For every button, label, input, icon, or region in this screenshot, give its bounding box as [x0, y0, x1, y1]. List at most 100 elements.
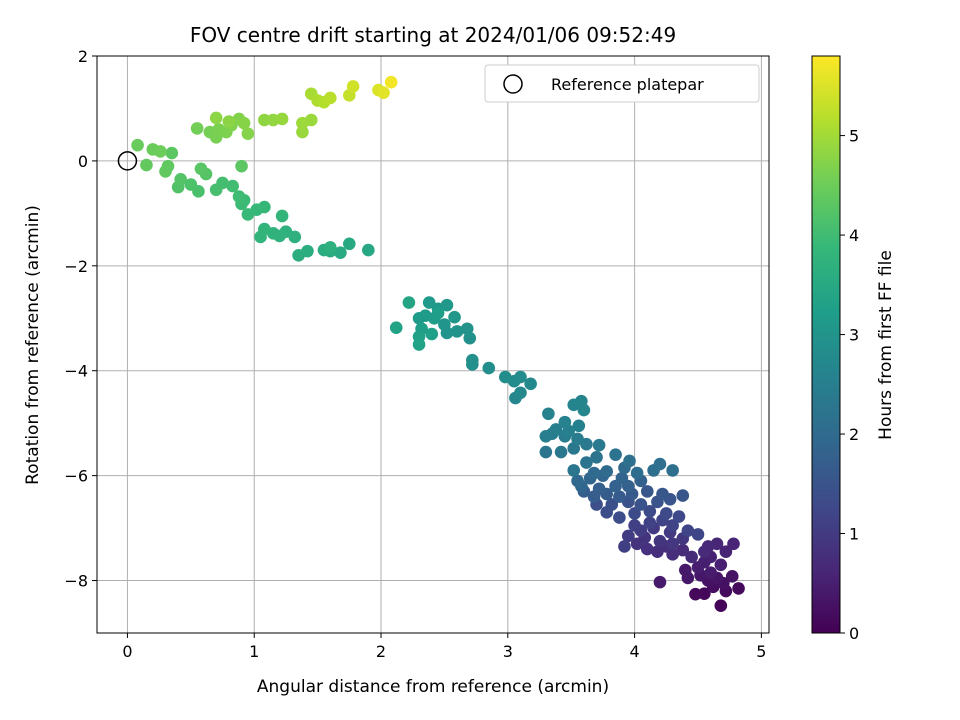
scatter-point: [628, 507, 641, 520]
scatter-point: [377, 86, 390, 100]
legend-open-circle-marker: [503, 74, 523, 94]
scatter-point: [323, 91, 337, 105]
scatter-point: [613, 490, 626, 503]
colorbar-tick-label: 4: [849, 226, 859, 245]
scatter-point: [159, 165, 172, 178]
scatter-point: [554, 445, 568, 459]
colorbar-tick-label: 0: [849, 624, 859, 643]
scatter-point: [609, 448, 622, 461]
scatter-point: [630, 466, 644, 480]
scatter-point: [539, 429, 553, 443]
scatter-point: [237, 116, 251, 130]
scatter-point: [226, 179, 239, 193]
x-tick-label: 0: [122, 642, 132, 661]
scatter-point: [402, 296, 416, 309]
y-tick-label: 2: [78, 47, 88, 66]
scatter-point: [653, 457, 667, 471]
colorbar-tick-label: 1: [849, 525, 859, 544]
scatter-point: [514, 386, 527, 400]
scatter-point: [422, 296, 436, 309]
scatter-point: [241, 127, 255, 140]
scatter-point: [676, 543, 690, 557]
scatter-point: [296, 116, 309, 130]
scatter-point: [605, 498, 619, 511]
scatter-point: [235, 159, 248, 173]
scatter-point: [643, 505, 657, 518]
x-axis-label: Angular distance from reference (arcmin): [257, 677, 609, 697]
scatter-point: [571, 432, 584, 446]
scatter-points: [131, 75, 745, 613]
colorbar-frame: [811, 55, 841, 634]
y-tick-label: −4: [64, 362, 88, 381]
scatter-point: [558, 415, 572, 429]
scatter-point: [571, 474, 584, 488]
scatter-point: [580, 456, 593, 469]
scatter-point: [577, 403, 591, 417]
scatter-point: [209, 183, 223, 197]
scatter-point: [567, 442, 581, 455]
x-tick-label: 4: [630, 642, 640, 661]
scatter-point: [482, 361, 496, 375]
scatter-point: [539, 445, 553, 459]
scatter-point: [140, 158, 153, 172]
scatter-point: [714, 599, 728, 613]
scatter-point: [653, 575, 667, 589]
scatter-point: [651, 545, 664, 558]
scatter-point: [592, 482, 606, 496]
scatter-point: [698, 545, 711, 558]
scatter-point: [725, 570, 739, 583]
scatter-point: [165, 146, 179, 160]
scatter-point: [131, 138, 144, 152]
scatter-point: [666, 537, 679, 551]
colorbar-tick-label: 5: [849, 127, 859, 146]
scatter-point: [389, 321, 403, 335]
scatter-point: [448, 310, 461, 324]
y-tick-label: −2: [64, 257, 88, 276]
scatter-point: [184, 178, 198, 191]
legend-label: Reference platepar: [551, 75, 704, 94]
scatter-point: [691, 528, 705, 541]
y-tick-label: −8: [64, 572, 88, 591]
colorbar-label: Hours from first FF file: [876, 250, 896, 440]
scatter-point: [334, 246, 347, 260]
colorbar-gradient: [812, 56, 840, 633]
scatter-point: [222, 115, 236, 128]
scatter-point: [425, 327, 439, 341]
scatter-point: [590, 450, 603, 464]
scatter-point: [514, 370, 527, 384]
y-axis-label: Rotation from reference (arcmin): [23, 205, 43, 485]
scatter-point: [258, 113, 271, 127]
legend-box: [484, 64, 760, 103]
scatter-point: [615, 471, 629, 485]
scatter-point: [689, 587, 702, 601]
x-tick-label: 1: [249, 642, 259, 661]
scatter-point: [296, 125, 309, 139]
scatter-point: [656, 487, 669, 501]
reference-platepar-marker: [117, 151, 138, 171]
scatter-point: [498, 370, 512, 384]
x-tick-label: 5: [756, 642, 766, 661]
scatter-point: [542, 407, 555, 421]
scatter-point: [719, 545, 733, 558]
scatter-point: [621, 529, 635, 543]
scatter-point: [190, 122, 204, 135]
scatter-point: [666, 464, 679, 477]
scatter-point: [384, 75, 398, 89]
scatter-point: [460, 322, 474, 336]
scatter-point: [209, 111, 223, 125]
scatter-point: [549, 423, 563, 436]
scatter-point: [640, 485, 654, 498]
scatter-point: [600, 465, 614, 478]
scatter-point: [659, 507, 673, 520]
x-axis-ticks: 0 1 2 3 4 5: [122, 633, 766, 661]
scatter-point: [323, 241, 337, 254]
scatter-point: [275, 209, 289, 223]
scatter-point: [567, 464, 581, 477]
scatter-point: [628, 519, 641, 532]
scatter-point: [438, 318, 451, 331]
scatter-point: [704, 566, 717, 579]
scatter-point: [623, 454, 636, 468]
scatter-point: [275, 112, 289, 126]
x-tick-label: 2: [376, 642, 386, 661]
